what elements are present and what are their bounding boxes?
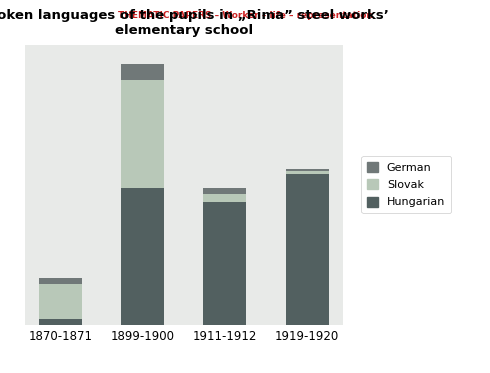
Title: Spoken languages of the pupils in „Rima” steel works’
elementary school: Spoken languages of the pupils in „Rima”… [0,9,389,37]
Bar [39,278,82,284]
Bar [121,188,164,325]
Text: THEMATIC PAPERS – Worker – life – representation: THEMATIC PAPERS – Worker – life – repres… [118,11,372,20]
Legend: German, Slovak, Hungarian: German, Slovak, Hungarian [361,156,451,213]
Bar [203,202,246,325]
Bar [203,194,246,202]
Bar [286,171,328,174]
Bar [121,64,164,80]
Bar [39,284,82,319]
Bar [203,188,246,194]
Bar [39,319,82,325]
Bar [286,169,328,171]
Bar [286,174,328,325]
Bar [121,80,164,188]
